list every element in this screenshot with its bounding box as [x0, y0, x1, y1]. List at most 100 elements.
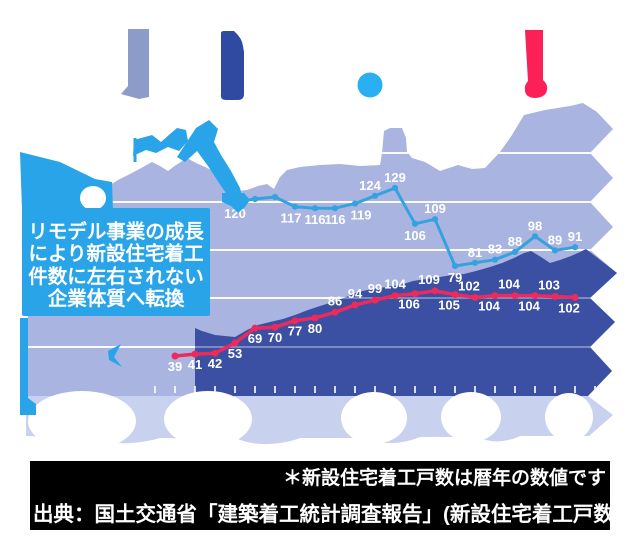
- data-point: [391, 184, 399, 192]
- cyan-shapes: [20, 120, 250, 415]
- blue-line-path: [234, 186, 576, 268]
- data-label: 77: [288, 324, 302, 339]
- data-point: [491, 256, 499, 263]
- data-label: 81: [468, 245, 482, 260]
- data-label: 98: [528, 218, 542, 233]
- data-point: [291, 203, 299, 210]
- data-point: [451, 262, 459, 270]
- data-point: [551, 293, 559, 300]
- legend-lavender-bar: [121, 29, 149, 99]
- data-point: [411, 290, 419, 298]
- data-point: [451, 291, 459, 299]
- data-label: 91: [568, 229, 582, 244]
- data-label: 129: [384, 170, 406, 185]
- callout-line-3: 件数に左右されない: [28, 265, 204, 288]
- footer-note: ＊新設住宅着工戸数は暦年の数値です: [283, 466, 606, 489]
- data-label: 116: [325, 212, 346, 227]
- cyan-left-strip: [20, 318, 36, 415]
- cyan-chevron: [108, 344, 122, 367]
- data-point: [551, 247, 559, 254]
- axis-band-erasure-blobs: [28, 391, 593, 451]
- legend-navy-bar: [220, 31, 244, 100]
- data-point: [531, 233, 539, 240]
- callout-line-4: 企業体質へ転換: [47, 287, 185, 310]
- data-label: 83: [488, 242, 502, 257]
- data-label: 41: [188, 357, 202, 372]
- white-bite: [80, 186, 106, 210]
- data-label: 53: [228, 346, 242, 361]
- data-point: [531, 292, 539, 300]
- data-label: 109: [418, 272, 440, 287]
- callout-line-2: により新設住宅着工: [28, 242, 203, 265]
- data-label: 119: [351, 208, 372, 223]
- data-point: [391, 292, 399, 300]
- data-label: 99: [368, 281, 382, 296]
- data-point: [311, 314, 319, 322]
- data-point: [191, 350, 199, 358]
- data-point: [471, 259, 479, 266]
- data-point: [471, 293, 479, 301]
- data-point: [571, 293, 579, 301]
- callout-text: リモデル事業の成長 により新設住宅着工 件数に左右されない 企業体質へ転換: [28, 220, 204, 310]
- data-label: 103: [538, 278, 560, 293]
- data-label: 42: [208, 356, 222, 371]
- data-point: [271, 323, 279, 331]
- data-point: [251, 324, 259, 332]
- data-point: [231, 339, 239, 347]
- data-point: [331, 308, 339, 316]
- data-label: 104: [498, 277, 520, 292]
- data-label: 104: [518, 299, 540, 314]
- data-point: [511, 248, 519, 255]
- callout-box: [22, 208, 210, 316]
- data-point: [271, 193, 279, 201]
- footer-source: 出典：国土交通省「建築着工統計調査報告」(新設住宅着工戸数: [33, 502, 614, 526]
- data-point: [371, 296, 379, 304]
- data-label: 80: [308, 321, 322, 336]
- data-point: [311, 205, 319, 212]
- callout-line-1: リモデル事業の成長: [28, 220, 204, 243]
- data-label: 39: [168, 359, 182, 374]
- data-point: [211, 349, 219, 357]
- data-label: 102: [558, 300, 580, 315]
- data-label: 86: [328, 293, 342, 308]
- data-point: [171, 352, 179, 360]
- data-label: 94: [348, 286, 363, 301]
- data-label: 116: [305, 212, 326, 227]
- data-point: [251, 195, 259, 203]
- legend-remnants: [121, 29, 548, 100]
- footer: ＊新設住宅着工戸数は暦年の数値です 出典：国土交通省「建築着工統計調査報告」(新…: [30, 461, 614, 530]
- data-label: 69: [248, 331, 262, 346]
- data-label: 104: [478, 299, 500, 314]
- data-point: [571, 244, 579, 251]
- data-label: 70: [268, 330, 282, 345]
- data-label: 124: [359, 178, 381, 193]
- cyan-blob-over-line: [222, 193, 250, 213]
- data-label: 106: [404, 228, 426, 243]
- legend-cyan-dot: [357, 72, 383, 98]
- cyan-thin-line: [133, 138, 137, 162]
- data-point: [491, 292, 499, 300]
- cyan-jagged-band: [133, 128, 188, 156]
- footer-bar: [30, 461, 610, 530]
- data-label: 105: [438, 298, 460, 313]
- data-point: [351, 301, 359, 309]
- data-label: 117: [281, 211, 302, 226]
- data-point: [331, 205, 339, 212]
- data-point: [411, 220, 419, 227]
- data-label: 104: [384, 277, 406, 292]
- data-point: [351, 200, 359, 207]
- data-point: [291, 317, 299, 325]
- data-label: 79: [448, 270, 462, 285]
- cyan-ribbon: [177, 120, 243, 203]
- data-point: [431, 216, 439, 223]
- data-point: [511, 292, 519, 300]
- data-label: 109: [424, 201, 446, 216]
- data-point: [431, 287, 439, 295]
- data-label: 88: [508, 234, 522, 249]
- legend-red-bar: [524, 30, 548, 98]
- data-label: 102: [458, 278, 480, 293]
